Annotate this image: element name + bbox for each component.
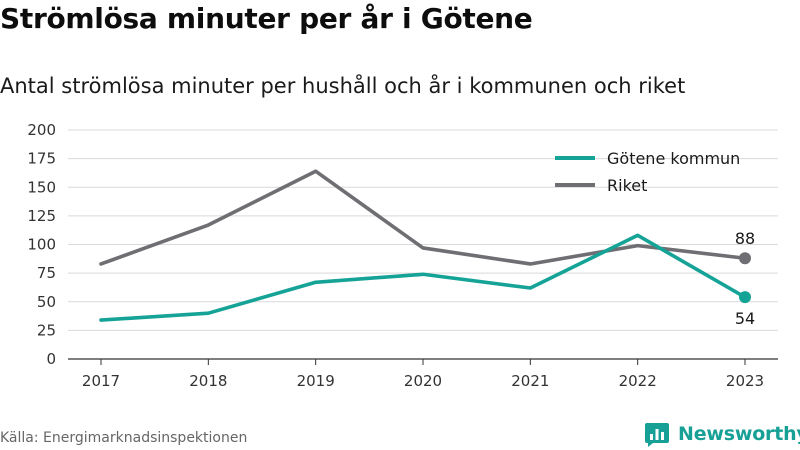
series-line-riket	[99, 169, 747, 266]
chart-title: Strömlösa minuter per år i Götene	[0, 2, 533, 35]
series-lines: 54 88	[99, 169, 755, 328]
y-tick-label: 100	[27, 236, 56, 254]
series-line-gotene	[99, 233, 747, 322]
y-tick-label: 50	[37, 293, 56, 311]
y-tick-label: 200	[27, 121, 56, 139]
series-end-point	[739, 291, 751, 304]
y-tick-label: 175	[27, 150, 56, 168]
x-tick-label: 2022	[619, 372, 657, 390]
y-tick-label: 0	[46, 350, 56, 368]
end-value-label: 88	[735, 229, 755, 248]
brand-name: Newsworthy	[678, 423, 800, 445]
brand-logo: Newsworthy	[644, 420, 800, 448]
x-tick-label: 2017	[82, 372, 120, 390]
end-value-label: 54	[735, 309, 755, 328]
y-tick-label: 125	[27, 207, 56, 225]
x-axis: 2017 2018 2019 2020 2021 2022 2023	[68, 358, 778, 390]
bar-chart-icon	[645, 423, 669, 447]
y-tick-label: 150	[27, 178, 56, 196]
series-end-point	[739, 252, 751, 265]
y-tick-label: 75	[37, 264, 56, 282]
source-note: Källa: Energimarknadsinspektionen	[0, 430, 248, 446]
chart-subtitle: Antal strömlösa minuter per hushåll och …	[0, 74, 686, 98]
legend-entry: Riket	[607, 176, 647, 195]
legend-entry: Götene kommun	[607, 149, 740, 168]
x-tick-label: 2019	[297, 372, 335, 390]
legend: Götene kommun Riket	[555, 149, 740, 195]
x-tick-label: 2023	[726, 372, 764, 390]
x-tick-label: 2020	[404, 372, 442, 390]
x-tick-label: 2018	[189, 372, 227, 390]
y-axis-ticks: 0 25 50 75 100 125 150 175 200	[27, 121, 56, 368]
x-tick-label: 2021	[511, 372, 549, 390]
y-tick-label: 25	[37, 321, 56, 339]
